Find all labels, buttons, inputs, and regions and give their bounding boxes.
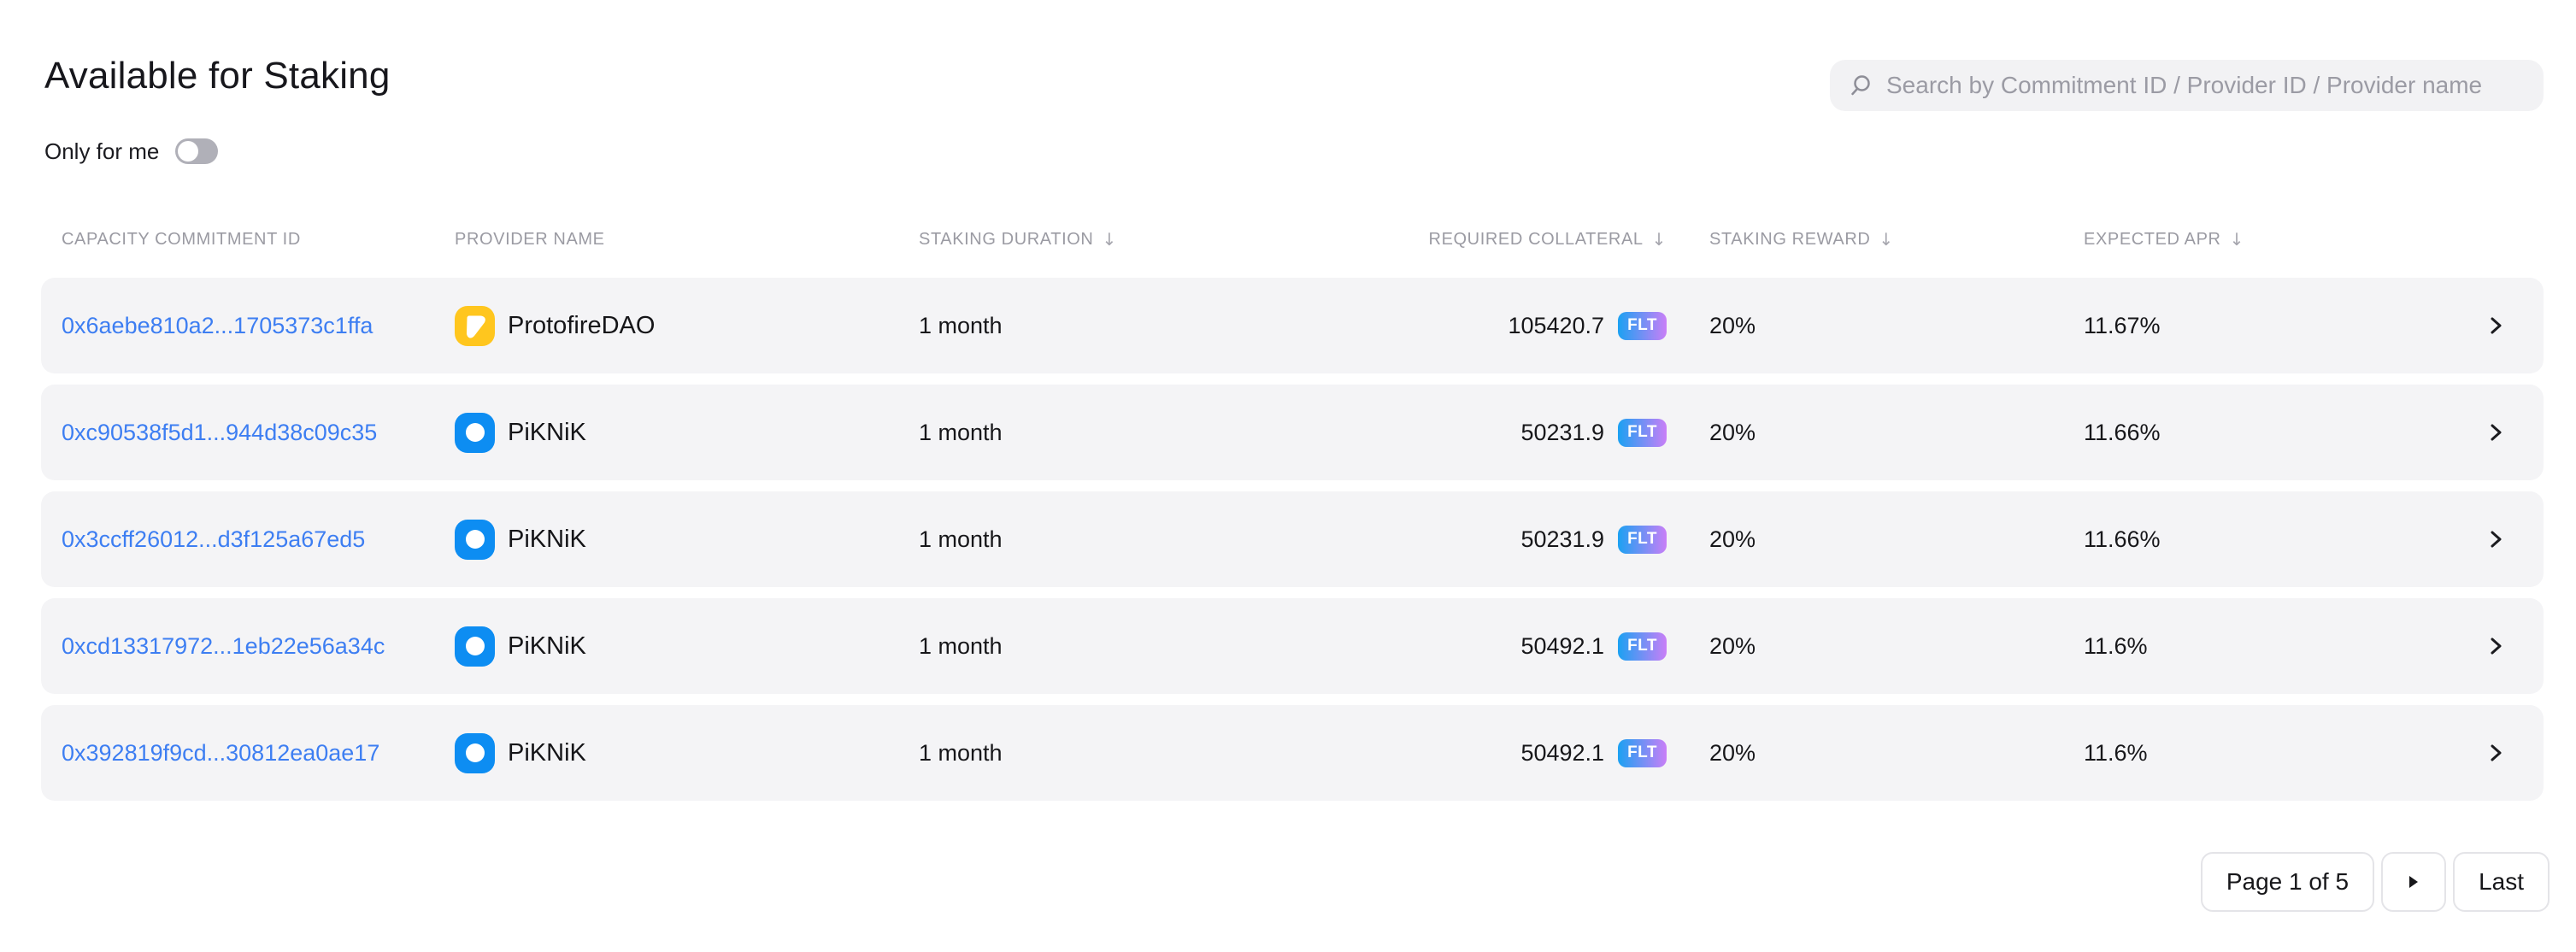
commitment-id-cell: 0xc90538f5d1...944d38c09c35 [62, 420, 455, 446]
row-open-cell [2484, 420, 2523, 444]
required-collateral-cell: 50231.9 FLT [1397, 525, 1667, 554]
pagination: Page 1 of 5 Last [2200, 852, 2550, 912]
column-header-staking-duration[interactable]: Staking duration ↓ [919, 229, 1117, 250]
staking-reward-cell: 20% [1709, 312, 1756, 338]
search-icon [1851, 75, 1870, 96]
staking-table: Capacity commitment ID Provider name Sta… [41, 224, 2544, 812]
piknik-logo-icon [455, 732, 495, 773]
provider-cell: PiKNiK [455, 732, 919, 773]
provider-name: ProtofireDAO [508, 311, 656, 339]
sort-desc-icon: ↓ [1102, 229, 1117, 250]
commitment-id-cell: 0x392819f9cd...30812ea0ae17 [62, 740, 455, 767]
provider-cell: PiKNiK [455, 412, 919, 453]
staking-reward-cell: 20% [1709, 419, 1756, 445]
required-collateral-cell: 50492.1 FLT [1397, 632, 1667, 661]
commitment-id-cell: 0x3ccff26012...d3f125a67ed5 [62, 526, 455, 553]
row-open-cell [2484, 634, 2523, 658]
required-collateral-cell: 50231.9 FLT [1397, 418, 1667, 447]
column-header-provider-name: Provider name [455, 229, 605, 249]
staking-reward-cell: 20% [1709, 739, 1756, 766]
search-input[interactable] [1886, 72, 2525, 99]
collateral-amount: 50231.9 [1520, 526, 1605, 552]
expected-apr-cell: 11.67% [2084, 312, 2161, 338]
commitment-id-link[interactable]: 0xcd13317972...1eb22e56a34c [62, 632, 385, 659]
only-for-me-toggle[interactable] [175, 138, 219, 164]
chevron-right-icon [2491, 424, 2502, 441]
column-header-commitment-id: Capacity commitment ID [62, 229, 301, 249]
expected-apr-cell: 11.66% [2084, 419, 2161, 445]
page-title: Available for Staking [44, 55, 391, 97]
piknik-logo-icon [455, 412, 495, 453]
flt-token-badge: FLT [1618, 418, 1667, 447]
last-page-button[interactable]: Last [2453, 852, 2550, 912]
row-open-cell [2484, 527, 2523, 551]
column-header-required-collateral[interactable]: Required collateral ↓ [1428, 229, 1667, 250]
sort-desc-icon: ↓ [1651, 229, 1667, 250]
staking-reward-cell: 20% [1709, 526, 1756, 552]
only-for-me-filter: Only for me [44, 138, 219, 165]
column-header-staking-reward[interactable]: Staking reward ↓ [1709, 229, 1894, 250]
protofire-logo-icon [455, 305, 495, 346]
flt-token-badge: FLT [1618, 632, 1667, 661]
provider-name: PiKNiK [508, 418, 586, 446]
piknik-logo-icon [455, 519, 495, 560]
staking-duration-cell: 1 month [919, 739, 1003, 766]
row-open-cell [2484, 314, 2523, 338]
table-row[interactable]: 0xcd13317972...1eb22e56a34c PiKNiK 1 mon… [41, 598, 2544, 694]
table-row[interactable]: 0xc90538f5d1...944d38c09c35 PiKNiK 1 mon… [41, 385, 2544, 480]
staking-reward-cell: 20% [1709, 632, 1756, 659]
chevron-right-icon [2491, 638, 2502, 655]
provider-cell: PiKNiK [455, 626, 919, 667]
sort-desc-icon: ↓ [2229, 229, 2244, 250]
search-box [1830, 60, 2544, 111]
table-row[interactable]: 0x3ccff26012...d3f125a67ed5 PiKNiK 1 mon… [41, 491, 2544, 587]
table-body: 0x6aebe810a2...1705373c1ffa ProtofireDAO… [41, 278, 2544, 801]
commitment-id-cell: 0x6aebe810a2...1705373c1ffa [62, 313, 455, 339]
expected-apr-cell: 11.66% [2084, 526, 2161, 552]
commitment-id-link[interactable]: 0x6aebe810a2...1705373c1ffa [62, 312, 373, 338]
provider-name: PiKNiK [508, 632, 586, 660]
piknik-logo-icon [455, 626, 495, 667]
provider-cell: PiKNiK [455, 519, 919, 560]
collateral-amount: 50492.1 [1520, 739, 1605, 766]
only-for-me-label: Only for me [44, 138, 160, 164]
flt-token-badge: FLT [1618, 738, 1667, 767]
next-page-button[interactable] [2381, 852, 2447, 912]
flt-token-badge: FLT [1618, 311, 1667, 340]
provider-cell: ProtofireDAO [455, 305, 919, 346]
row-open-cell [2484, 741, 2523, 765]
column-header-expected-apr[interactable]: Expected APR ↓ [2084, 229, 2244, 250]
staking-duration-cell: 1 month [919, 526, 1003, 552]
commitment-id-link[interactable]: 0x392819f9cd...30812ea0ae17 [62, 739, 380, 766]
required-collateral-cell: 50492.1 FLT [1397, 738, 1667, 767]
table-row[interactable]: 0x392819f9cd...30812ea0ae17 PiKNiK 1 mon… [41, 705, 2544, 801]
staking-duration-cell: 1 month [919, 632, 1003, 659]
collateral-amount: 50231.9 [1520, 419, 1605, 445]
collateral-amount: 50492.1 [1520, 632, 1605, 659]
staking-duration-cell: 1 month [919, 312, 1003, 338]
sort-desc-icon: ↓ [1879, 229, 1894, 250]
commitment-id-cell: 0xcd13317972...1eb22e56a34c [62, 633, 455, 660]
page-indicator-button[interactable]: Page 1 of 5 [2200, 852, 2375, 912]
expected-apr-cell: 11.6% [2084, 632, 2148, 659]
provider-name: PiKNiK [508, 738, 586, 767]
table-header-row: Capacity commitment ID Provider name Sta… [41, 224, 2544, 255]
commitment-id-link[interactable]: 0x3ccff26012...d3f125a67ed5 [62, 526, 366, 552]
staking-duration-cell: 1 month [919, 419, 1003, 445]
chevron-right-icon [2491, 744, 2502, 761]
table-row[interactable]: 0x6aebe810a2...1705373c1ffa ProtofireDAO… [41, 278, 2544, 373]
provider-name: PiKNiK [508, 525, 586, 553]
chevron-right-icon [2491, 317, 2502, 334]
flt-token-badge: FLT [1618, 525, 1667, 554]
next-page-icon [2409, 876, 2419, 888]
collateral-amount: 105420.7 [1508, 312, 1605, 338]
chevron-right-icon [2491, 531, 2502, 548]
commitment-id-link[interactable]: 0xc90538f5d1...944d38c09c35 [62, 419, 378, 445]
required-collateral-cell: 105420.7 FLT [1397, 311, 1667, 340]
expected-apr-cell: 11.6% [2084, 739, 2148, 766]
toggle-knob [178, 141, 199, 162]
